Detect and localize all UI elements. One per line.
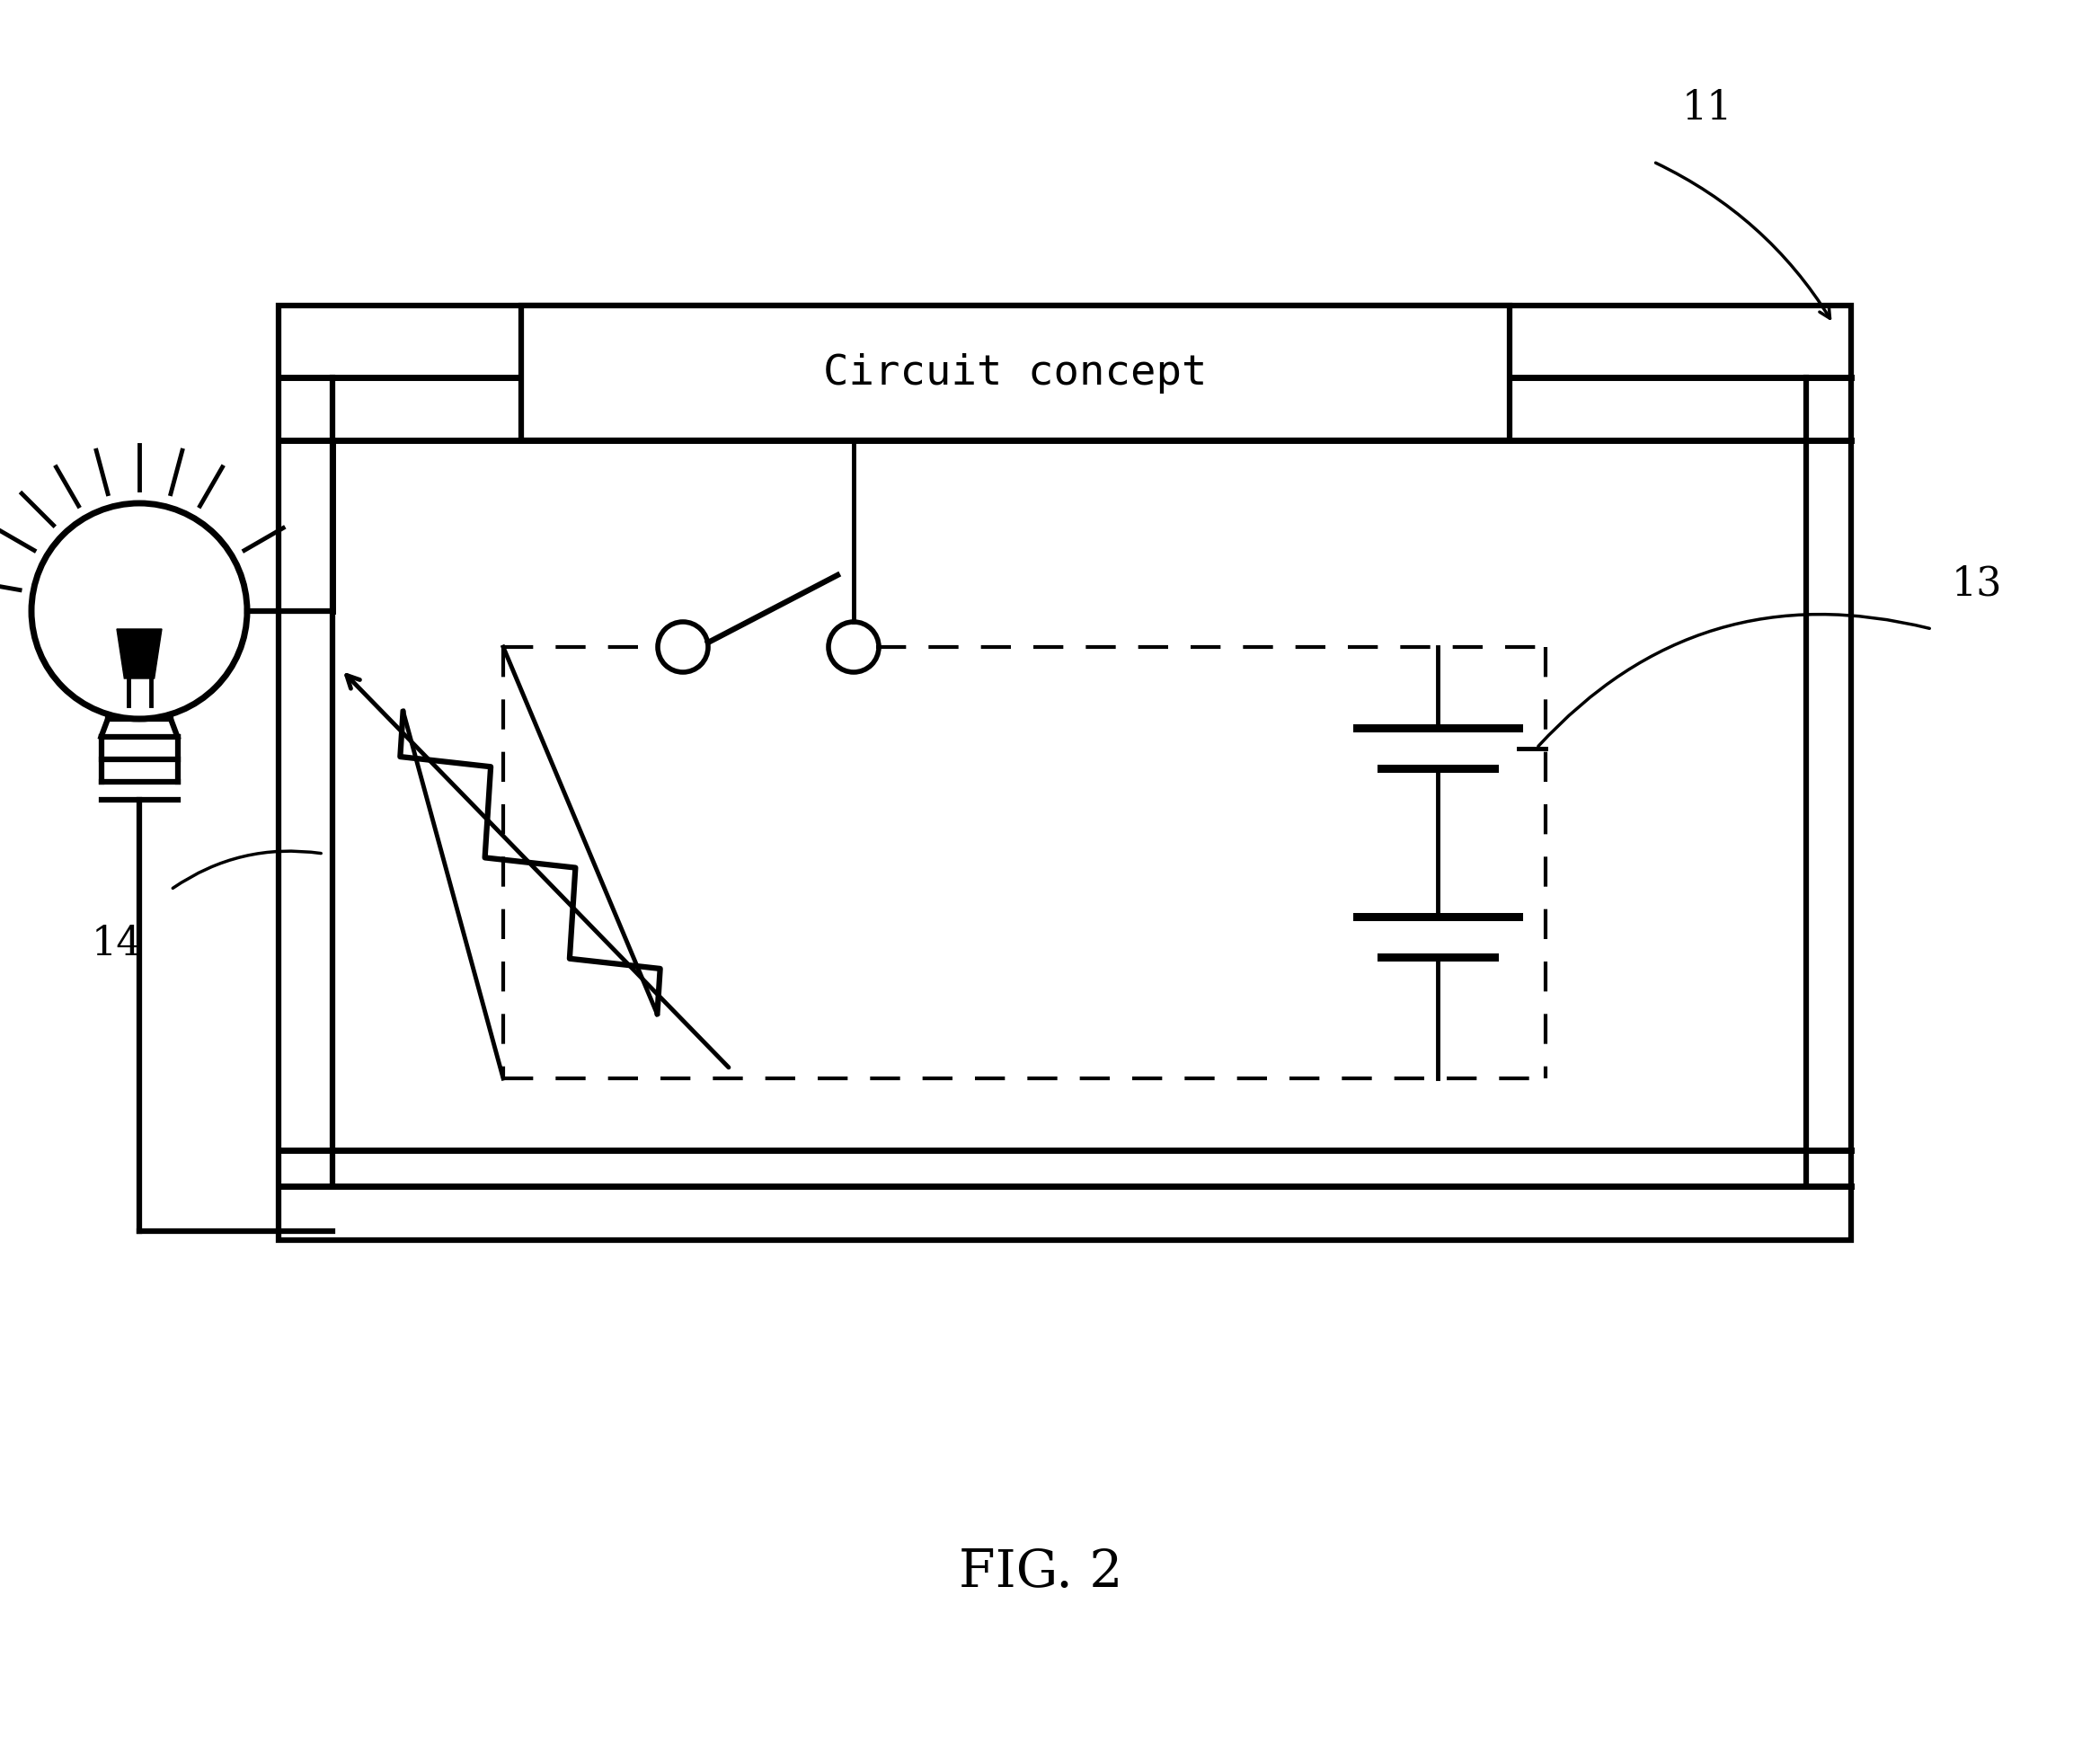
Polygon shape	[117, 630, 162, 679]
Text: 14: 14	[92, 924, 142, 963]
Bar	[279, 305, 1851, 1240]
Text: 11: 11	[1682, 88, 1732, 127]
Text: FIG. 2: FIG. 2	[958, 1547, 1122, 1598]
Bar	[520, 305, 1509, 441]
Text: 13: 13	[1951, 564, 2003, 603]
Text: Circuit concept: Circuit concept	[822, 353, 1208, 393]
